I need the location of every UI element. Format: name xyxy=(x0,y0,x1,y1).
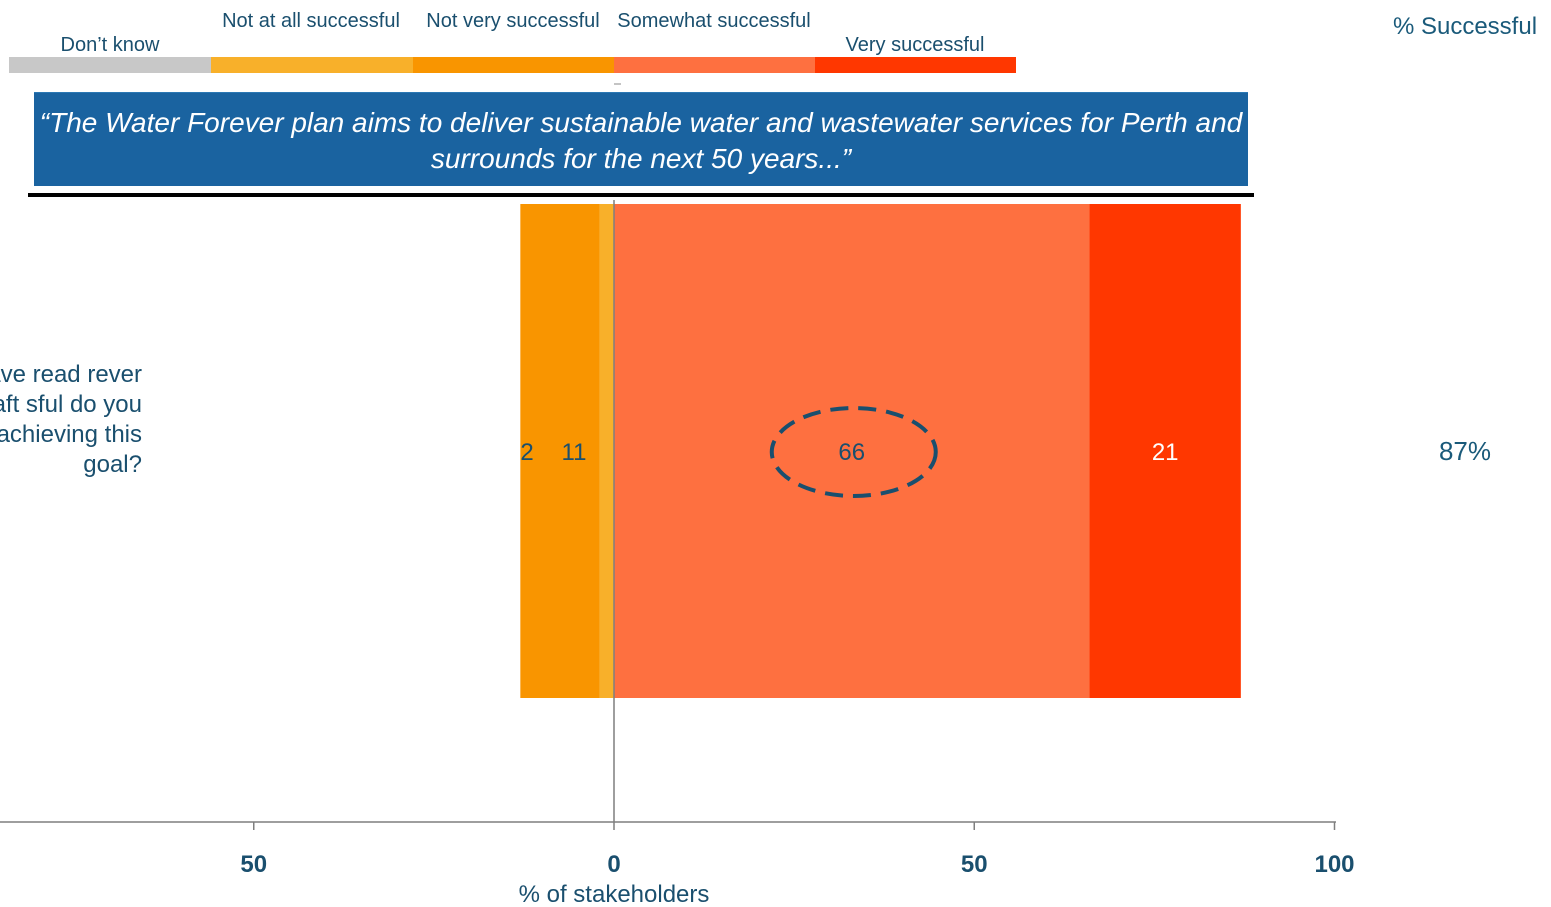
legend-label-not-very: Not very successful xyxy=(426,10,600,32)
x-tick-label-100: 100 xyxy=(1314,851,1354,878)
x-tick-label-0: 0 xyxy=(607,851,620,878)
x-tick-label-50: 50 xyxy=(961,851,988,878)
data-label-somewhat-successful: 66 xyxy=(838,439,865,466)
legend-label-not-at-all: Not at all successful xyxy=(222,10,400,32)
legend-swatch-not-at-all xyxy=(211,57,413,73)
summary-column-header: % Successful xyxy=(1392,13,1538,40)
quote-banner: “The Water Forever plan aims to deliver … xyxy=(34,92,1248,186)
bar-segment-not-at-all-successful xyxy=(599,204,614,698)
legend-swatch-somewhat xyxy=(614,57,815,73)
quote-text: “The Water Forever plan aims to deliver … xyxy=(39,107,1243,174)
data-label-very-successful: 21 xyxy=(1152,439,1179,466)
highlight-ellipse xyxy=(769,406,938,498)
legend-label-very: Very successful xyxy=(845,34,985,56)
question-label: have read rever draft sful do you achiev… xyxy=(0,361,142,478)
bar-segment-not-very-successful xyxy=(520,204,600,698)
quote-box: “The Water Forever plan aims to deliver … xyxy=(28,87,1254,197)
data-label-not-very-successful: 11 xyxy=(562,439,587,466)
legend-swatch-dont-know xyxy=(9,57,211,73)
data-label-not-at-all-successful: 2 xyxy=(520,439,533,466)
x-axis-label: % of stakeholders xyxy=(519,881,710,907)
bar-segment-somewhat-successful xyxy=(614,204,1090,698)
legend-label-dont-know: Don’t know xyxy=(60,34,160,56)
legend-swatch-not-very xyxy=(413,57,614,73)
legend-swatch-very xyxy=(815,57,1016,73)
x-tick-label--50: 50 xyxy=(240,851,267,878)
summary-value: 87% xyxy=(1438,436,1492,466)
quote-underline xyxy=(28,193,1254,197)
bar-segment-very-successful xyxy=(1089,204,1241,698)
legend-label-somewhat: Somewhat successful xyxy=(617,10,811,32)
